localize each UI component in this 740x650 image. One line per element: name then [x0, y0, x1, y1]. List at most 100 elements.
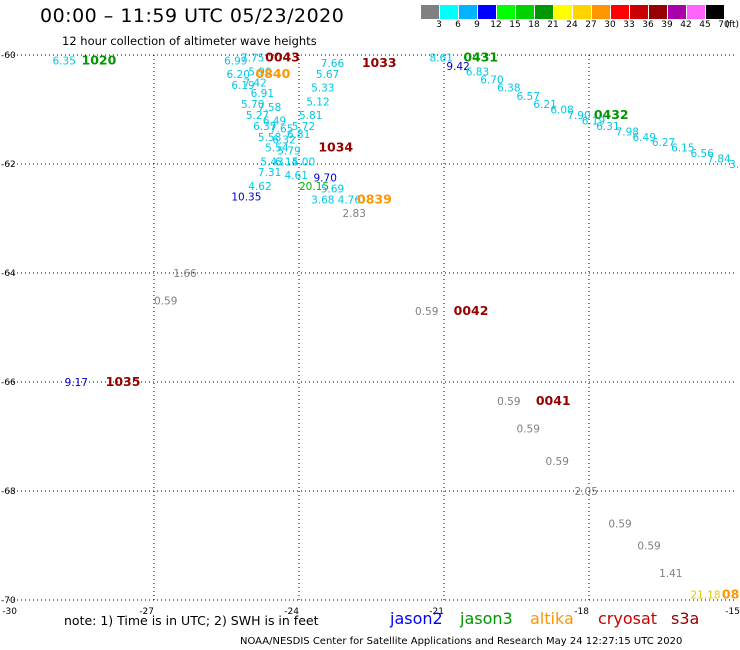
lon-tick-label: -27	[139, 607, 154, 617]
wave-height-label: 6.70	[480, 75, 503, 87]
lat-tick-label: -64	[1, 269, 16, 279]
wave-height-label: 20.15	[299, 181, 329, 193]
wave-height-label: 6.21	[533, 99, 556, 111]
wave-height-label: 21.18	[691, 590, 721, 602]
wave-height-label: 6.31	[596, 121, 619, 133]
colorbar-swatch	[687, 5, 705, 19]
wave-height-label: 7.58	[258, 102, 281, 114]
wave-height-label: 5.90	[248, 66, 271, 78]
wave-height-label: 3.87	[729, 159, 740, 171]
colorbar-swatch	[611, 5, 629, 19]
wave-height-label: 6.27	[652, 137, 675, 149]
wave-height-label: 0.59	[546, 456, 569, 468]
colorbar-swatch	[573, 5, 591, 19]
wave-height-label: 4.61	[285, 170, 308, 182]
wave-height-label: 6.32	[272, 134, 295, 146]
pass-time-label: 1033	[362, 55, 397, 70]
satellite-jason2: jason2	[390, 609, 443, 628]
wave-height-label: 0.59	[637, 541, 660, 553]
wave-height-label: 5.79	[277, 145, 300, 157]
lat-tick-label: -60	[1, 51, 16, 61]
pass-time-label: 0432	[594, 107, 629, 122]
wave-height-label: 1.66	[173, 268, 197, 280]
colorbar-swatch	[630, 5, 648, 19]
colorbar-label: 36	[642, 20, 654, 30]
wave-height-label: 6.91	[251, 88, 274, 100]
colorbar-label: 24	[566, 20, 578, 30]
wave-height-label: 6.99	[224, 55, 247, 67]
wave-height-label: 5.54	[265, 143, 289, 155]
pass-time-label: 0840	[256, 66, 291, 81]
colorbar-unit: (ft)	[725, 20, 739, 30]
lon-tick-label: -15	[725, 607, 740, 617]
colorbar-swatch	[478, 5, 496, 19]
wave-height-label: 5.43	[260, 156, 283, 168]
pass-time-label: 0042	[454, 303, 489, 318]
colorbar-label: 3	[436, 20, 442, 30]
wave-height-label: 5.27	[246, 110, 269, 122]
wave-height-label: 4.62	[248, 181, 271, 193]
wave-height-label: 6.56	[691, 148, 715, 160]
wave-height-label: 6.49	[263, 115, 286, 127]
wave-height-label: 6.49	[633, 132, 656, 144]
wave-height-label: 9.17	[65, 377, 88, 389]
wave-height-label: 6.81	[287, 129, 310, 141]
lat-tick-label: -68	[1, 487, 16, 497]
wave-height-label: 6.08	[550, 105, 573, 117]
wave-height-label: 6.15	[671, 143, 694, 155]
wave-height-label: 8.61	[430, 53, 453, 65]
lat-tick-label: -62	[1, 160, 16, 170]
wave-height-label: 7.90	[567, 110, 590, 122]
lon-tick-label: -30	[2, 607, 17, 617]
wave-height-label: 9.70	[314, 173, 337, 185]
wave-height-label: 9.42	[446, 61, 469, 73]
colorbar-label: 21	[547, 20, 559, 30]
colorbar-label: 70	[718, 20, 730, 30]
colorbar-label: 42	[680, 20, 692, 30]
credit-line: NOAA/NESDIS Center for Satellite Applica…	[240, 636, 683, 647]
wave-height-label: 0.59	[154, 295, 177, 307]
pass-time-label: 1020	[82, 52, 117, 67]
pass-time-label: 0839	[357, 191, 392, 206]
wave-height-label: 7.31	[258, 167, 281, 179]
wave-height-label: 5.33	[311, 83, 334, 95]
pass-time-label: 0431	[463, 50, 498, 65]
pass-time-label: 0043	[265, 50, 300, 65]
colorbar-label: 33	[623, 20, 635, 30]
wave-height-label: 0.59	[415, 306, 438, 318]
colorbar-label: 6	[455, 20, 461, 30]
colorbar-label: 27	[585, 20, 597, 30]
colorbar-swatch	[649, 5, 667, 19]
colorbar-swatch	[554, 5, 572, 19]
colorbar-swatch	[421, 5, 439, 19]
wave-height-label: 6.38	[497, 83, 520, 95]
lat-tick-label: -70	[1, 596, 16, 606]
wave-height-label: 1.41	[659, 568, 682, 580]
colorbar-swatch	[592, 5, 610, 19]
satellite-altika: altika	[530, 609, 574, 628]
wave-height-label: 3.68	[311, 194, 334, 206]
colorbar-label: 12	[490, 20, 502, 30]
pass-time-label: 1034	[318, 140, 353, 155]
satellite-s3a: s3a	[671, 609, 700, 628]
wave-height-label: 6.57	[517, 91, 540, 103]
wave-height-label: 6.14	[275, 156, 299, 168]
satellite-jason3: jason3	[460, 609, 513, 628]
colorbar-label: 39	[661, 20, 673, 30]
wave-height-label: 2.05	[575, 486, 598, 498]
wave-height-label: 2.83	[343, 208, 366, 220]
wave-height-label: 7.84	[707, 154, 731, 166]
pass-time-label: 0041	[536, 393, 571, 408]
wave-height-label: 5.81	[299, 110, 322, 122]
wave-height-label: 5.72	[292, 121, 315, 133]
wave-height-label: 0.59	[608, 519, 631, 531]
map-title: 00:00 – 11:59 UTC 05/23/2020	[40, 5, 345, 27]
colorbar-label: 30	[604, 20, 616, 30]
lat-tick-label: -66	[1, 378, 16, 388]
pass-time-label: 1035	[106, 374, 141, 389]
wave-height-label: 5.12	[306, 96, 329, 108]
footnote: note: 1) Time is in UTC; 2) SWH is in fe…	[64, 613, 319, 628]
colorbar-label: 9	[474, 20, 480, 30]
wave-height-label: 6.20	[227, 69, 250, 81]
